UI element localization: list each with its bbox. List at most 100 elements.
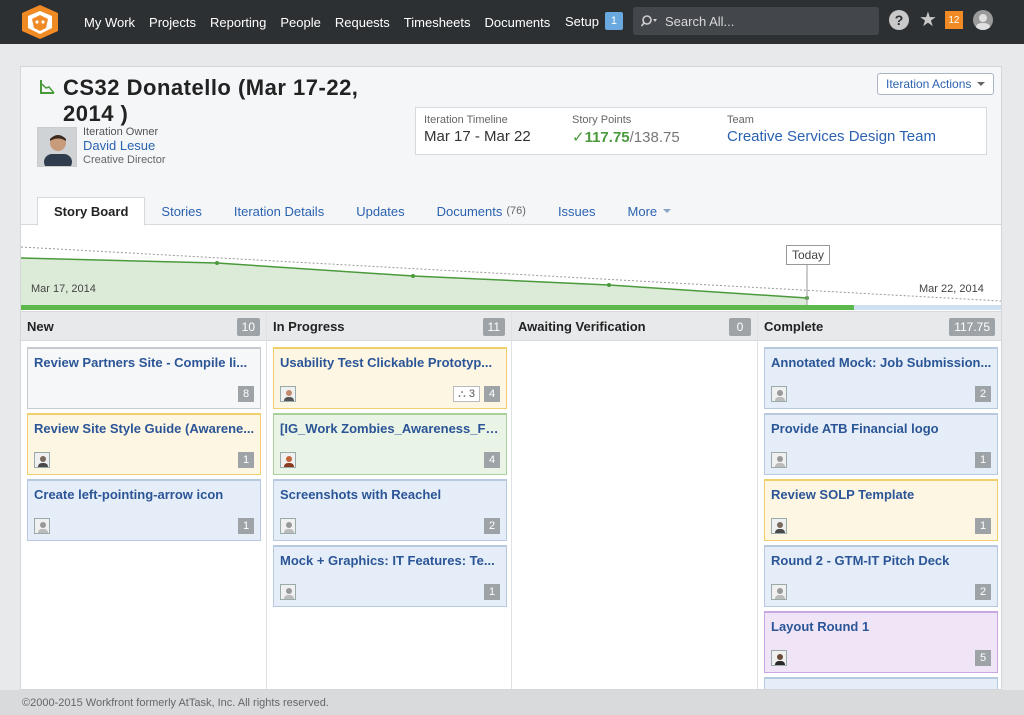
card-title: Review Site Style Guide (Awarene... xyxy=(34,421,255,436)
owner-avatar xyxy=(37,127,77,167)
setup-menu[interactable]: Setup 1 xyxy=(565,12,623,30)
column-title: Awaiting Verification xyxy=(518,318,646,334)
card-title: Usability Test Clickable Prototyp... xyxy=(280,355,493,370)
tab-label: Issues xyxy=(557,203,596,219)
story-card[interactable]: Layout Round 1 5 xyxy=(764,611,998,673)
column-header: New 10 xyxy=(21,311,266,341)
tab-label: Documents xyxy=(436,203,503,219)
card-points: 4 xyxy=(484,452,500,468)
nav-documents[interactable]: Documents xyxy=(484,14,551,30)
story-card[interactable]: Create left-pointing-arrow icon 1 xyxy=(27,479,261,541)
tab-more[interactable]: More xyxy=(612,197,688,225)
column-count: 0 xyxy=(729,318,751,336)
team-label: Team xyxy=(727,114,754,126)
point-marker xyxy=(215,261,219,265)
tab-label: Stories xyxy=(161,203,202,219)
nav-reporting[interactable]: Reporting xyxy=(210,14,267,30)
copyright-text: ©2000-2015 Workfront formerly AtTask, In… xyxy=(22,696,329,709)
card-points: 1 xyxy=(238,452,254,468)
tab-story-board[interactable]: Story Board xyxy=(37,197,146,226)
assignee-avatar-icon xyxy=(280,518,296,534)
tab-documents[interactable]: Documents (76) xyxy=(421,197,542,225)
search-input[interactable] xyxy=(665,13,855,29)
column-count: 11 xyxy=(482,318,505,336)
column-new: New 10 Review Partners Site - Compile li… xyxy=(21,311,267,689)
tab-iteration-details[interactable]: Iteration Details xyxy=(218,197,340,225)
card-title: Mock + Graphics: IT Features: Te... xyxy=(280,553,495,568)
story-card[interactable]: Provide ATB Financial logo 1 xyxy=(764,413,998,475)
column-complete: Complete 117.75 Annotated Mock: Job Subm… xyxy=(758,311,1001,689)
top-icons: ? ★ 12 xyxy=(889,10,993,30)
story-card[interactable]: Mock + Graphics: IT Features: Te... 1 xyxy=(273,545,507,607)
story-card[interactable]: Annotated Mock: Job Submission... 2 xyxy=(764,347,998,409)
assignee-avatar-icon xyxy=(280,452,296,468)
story-card[interactable]: [IG_Work Zombies_Awareness_Fe... 4 xyxy=(273,413,507,475)
column-header: Awaiting Verification 0 xyxy=(512,311,757,341)
ideal-line xyxy=(21,246,1001,302)
iteration-panel: CS32 Donatello (Mar 17-22, 2014 ) Iterat… xyxy=(20,66,1002,690)
iteration-actions-button[interactable]: Iteration Actions xyxy=(877,73,995,95)
tab-label: Story Board xyxy=(54,204,129,219)
tab-count: (76) xyxy=(506,205,526,217)
points-total: /138.75 xyxy=(629,129,680,146)
tab-stories[interactable]: Stories xyxy=(145,197,217,225)
story-board: New 10 Review Partners Site - Compile li… xyxy=(21,311,1001,689)
story-card[interactable]: Usability Test Clickable Prototyp... ⛬ 3 … xyxy=(273,347,507,409)
nav-timesheets[interactable]: Timesheets xyxy=(403,14,471,30)
point-marker xyxy=(607,283,611,287)
assignee-avatar-icon xyxy=(771,584,787,600)
assignee-avatar-icon xyxy=(771,518,787,534)
story-card[interactable]: Review SOLP Template 1 xyxy=(764,479,998,541)
card-title: Provide ATB Financial logo xyxy=(771,421,939,436)
search-box[interactable] xyxy=(633,7,879,35)
column-in-progress: In Progress 11 Usability Test Clickable … xyxy=(267,311,512,689)
setup-badge: 1 xyxy=(604,12,623,30)
card-points: 1 xyxy=(975,452,991,468)
story-card[interactable]: Review Site Style Guide (Awarene... 1 xyxy=(27,413,261,475)
assignee-avatar-icon xyxy=(771,452,787,468)
owner-name-link[interactable]: David Lesue xyxy=(83,138,156,153)
page-footer: ©2000-2015 Workfront formerly AtTask, In… xyxy=(0,690,1024,715)
point-marker xyxy=(411,274,415,278)
end-date-label: Mar 22, 2014 xyxy=(919,283,984,295)
story-card[interactable]: Review Partners Site - Compile li... 8 xyxy=(27,347,261,409)
workfront-logo-icon[interactable] xyxy=(18,4,62,40)
owner-role: Creative Director xyxy=(83,154,166,166)
column-header: In Progress 11 xyxy=(267,311,511,341)
main-nav: My Work Projects Reporting People Reques… xyxy=(84,0,564,44)
star-icon[interactable]: ★ xyxy=(919,9,937,31)
story-card[interactable]: Screenshots with Reachel 2 xyxy=(273,479,507,541)
card-title: Annotated Mock: Job Submission... xyxy=(771,355,992,370)
tab-updates[interactable]: Updates xyxy=(340,197,420,225)
card-points: 4 xyxy=(484,386,500,402)
notifications-badge[interactable]: 12 xyxy=(944,11,963,29)
progress-fill xyxy=(21,305,854,310)
tab-label: Iteration Details xyxy=(233,203,325,219)
assignee-avatar-icon xyxy=(280,386,296,402)
team-name-link[interactable]: Creative Services Design Team xyxy=(727,128,936,145)
assignee-avatar-icon xyxy=(34,518,50,534)
card-points: 1 xyxy=(975,518,991,534)
nav-people[interactable]: People xyxy=(280,14,321,30)
iteration-title: CS32 Donatello (Mar 17-22, 2014 ) xyxy=(63,75,359,126)
nav-my-work[interactable]: My Work xyxy=(84,14,136,30)
user-avatar-icon[interactable] xyxy=(972,10,993,30)
iteration-info-box: Iteration Timeline Mar 17 - Mar 22 Story… xyxy=(415,107,987,155)
card-title: Round 2 - GTM-IT Pitch Deck xyxy=(771,553,950,568)
card-points: 1 xyxy=(238,518,254,534)
card-points: 1 xyxy=(484,584,500,600)
card-title: Screenshots with Reachel xyxy=(280,487,442,502)
timeline-info: Iteration Timeline Mar 17 - Mar 22 xyxy=(424,114,531,145)
tab-issues[interactable]: Issues xyxy=(542,197,612,225)
column-header: Complete 117.75 xyxy=(758,311,1001,341)
story-points-label: Story Points xyxy=(572,114,632,126)
story-card[interactable]: Round 2 - GTM-IT Pitch Deck 2 xyxy=(764,545,998,607)
card-title: Review Partners Site - Compile li... xyxy=(34,355,248,370)
help-icon[interactable]: ? xyxy=(889,10,909,30)
today-label: Today xyxy=(786,245,831,265)
nav-requests[interactable]: Requests xyxy=(334,14,390,30)
nav-projects[interactable]: Projects xyxy=(149,14,197,30)
team-info: Team Creative Services Design Team xyxy=(727,114,936,145)
subtask-count: ⛬ 3 xyxy=(453,386,480,402)
story-card-partial[interactable] xyxy=(764,677,998,689)
